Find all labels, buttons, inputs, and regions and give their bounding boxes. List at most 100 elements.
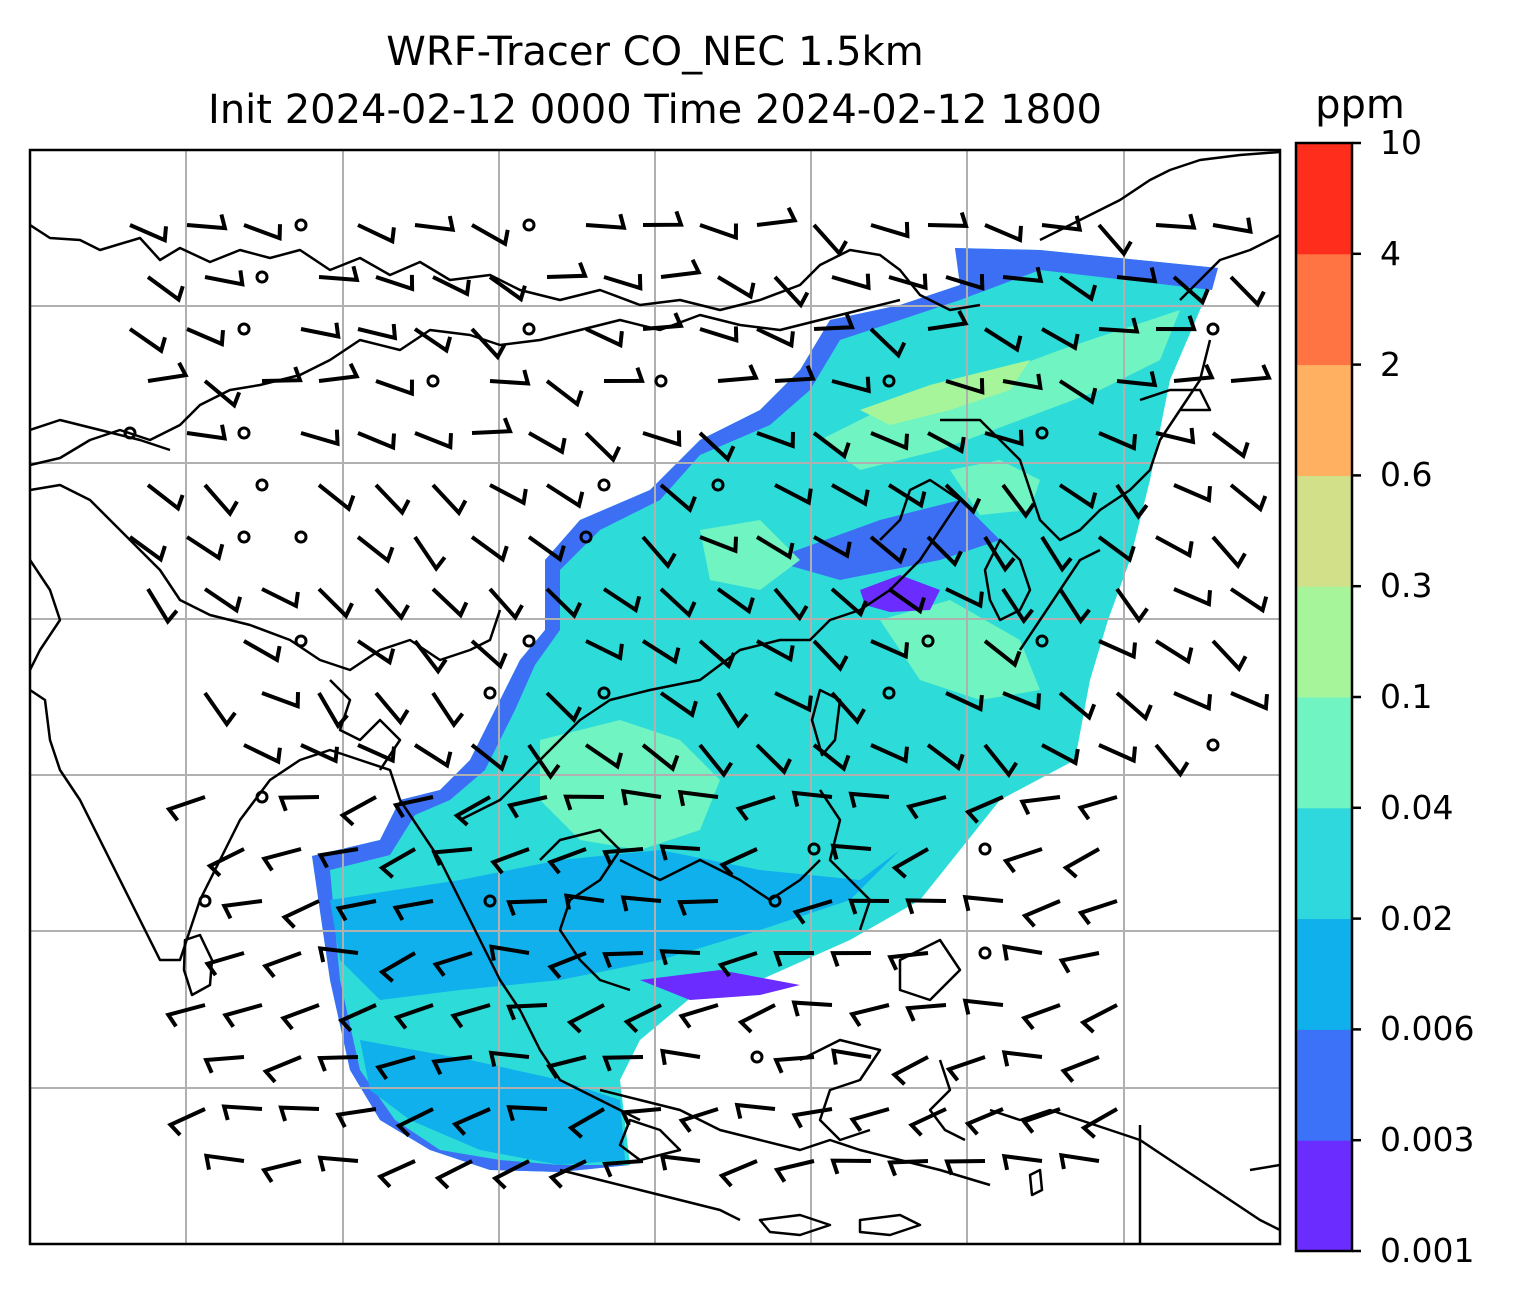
wind-barb: [812, 639, 849, 672]
wind-barb: [375, 274, 415, 292]
calm-wind-circle: [882, 686, 896, 700]
wind-barb: [374, 587, 410, 621]
wind-barb: [545, 483, 585, 509]
colorbar-tick-label: 0.006: [1380, 1009, 1475, 1049]
wind-barb: [1001, 483, 1036, 519]
wind-barb: [945, 691, 984, 712]
wind-barb: [186, 214, 228, 231]
wind-barb: [413, 743, 453, 769]
wind-barb: [413, 327, 453, 354]
wind-barb: [357, 323, 398, 341]
wind-barb: [888, 273, 928, 291]
colorbar-tick-label: 4: [1380, 233, 1401, 273]
wind-barb: [735, 795, 776, 822]
wind-barb: [1020, 1003, 1061, 1031]
calm-wind-circle: [255, 790, 269, 804]
wind-barb: [262, 1055, 302, 1084]
wind-barb: [1080, 1107, 1118, 1139]
wind-barb: [280, 1003, 320, 1031]
wind-barb: [204, 270, 245, 287]
colorbar-tick-label: 0.3: [1380, 566, 1433, 606]
wind-barb: [453, 795, 491, 827]
colorbar-band: [1296, 807, 1352, 920]
wind-barb: [962, 998, 1004, 1015]
wind-barb: [374, 691, 410, 726]
map-panel: [30, 150, 1280, 1244]
wind-barb: [243, 743, 282, 765]
wind-barb: [773, 587, 809, 622]
colorbar-tick-label: 0.001: [1380, 1231, 1475, 1270]
wind-barb: [1058, 691, 1097, 721]
wind-barb: [1040, 535, 1073, 573]
wind-barb: [317, 1155, 359, 1172]
calm-wind-circle: [237, 322, 251, 336]
wind-barb: [203, 1153, 245, 1170]
wind-barb: [830, 587, 868, 618]
wind-barb: [887, 587, 926, 615]
wind-barb: [432, 951, 473, 977]
wind-barb: [488, 1050, 530, 1067]
colorbar-tick-label: 0.02: [1380, 898, 1454, 938]
wind-barb: [602, 587, 642, 614]
wind-barb: [374, 483, 411, 516]
wind-barb: [584, 743, 624, 770]
wind-barb: [165, 1003, 206, 1028]
wind-barb: [278, 795, 320, 812]
calm-wind-circle: [579, 530, 593, 544]
wind-barb: [774, 365, 816, 383]
wind-barb: [1058, 483, 1098, 510]
wind-barb: [414, 215, 456, 233]
wind-barb: [678, 1107, 719, 1133]
wind-barb: [944, 483, 982, 515]
wind-barb: [869, 535, 908, 565]
calm-wind-circle: [294, 218, 308, 232]
wind-barb: [434, 1159, 473, 1190]
wind-barb: [221, 899, 263, 920]
calm-wind-circle: [522, 322, 536, 336]
wind-barb: [1154, 639, 1194, 665]
wind-barb: [261, 587, 300, 609]
wind-barb: [642, 312, 684, 331]
colorbar-band: [1296, 475, 1352, 587]
map-title: WRF-Tracer CO_NEC 1.5km: [386, 29, 924, 75]
wind-barb: [870, 221, 910, 239]
wind-barb: [905, 795, 947, 820]
colorbar: [1294, 141, 1361, 1253]
colorbar-tick-label: 0.6: [1380, 455, 1433, 495]
calm-wind-circle: [483, 894, 497, 908]
wind-barb: [545, 379, 584, 408]
wind-barb: [719, 847, 758, 877]
wind-barb: [335, 899, 377, 922]
calm-wind-circle: [522, 218, 536, 232]
wind-barb: [602, 951, 644, 969]
wind-barb: [831, 483, 870, 507]
wind-barb: [716, 587, 755, 615]
calm-wind-circle: [711, 478, 725, 492]
wind-barb: [1058, 275, 1098, 302]
wind-barb: [1020, 1107, 1061, 1134]
wind-barb: [1041, 327, 1080, 351]
wind-barb: [677, 789, 719, 807]
wind-barb: [547, 951, 587, 979]
wind-barb: [1155, 315, 1197, 332]
wind-barb: [392, 899, 434, 921]
wind-barb: [983, 327, 1023, 353]
wind-barb: [1060, 1055, 1100, 1083]
wind-barb: [278, 1105, 320, 1122]
wind-barb: [1098, 639, 1137, 660]
calm-wind-circle: [978, 842, 992, 856]
wind-barb: [1115, 587, 1149, 624]
wind-barb: [773, 1159, 815, 1183]
wind-barb: [830, 691, 866, 725]
wind-barb: [945, 587, 984, 609]
calm-wind-circle: [294, 530, 308, 544]
wind-barb: [1116, 370, 1158, 388]
wind-barb: [659, 483, 697, 514]
colorbar-unit: ppm: [1315, 82, 1405, 128]
wind-barb: [1154, 743, 1190, 778]
wind-barb: [431, 1055, 473, 1076]
wind-barb: [887, 483, 927, 509]
wind-barb: [203, 379, 242, 409]
wind-barb: [431, 691, 465, 729]
wind-barb: [129, 223, 168, 244]
